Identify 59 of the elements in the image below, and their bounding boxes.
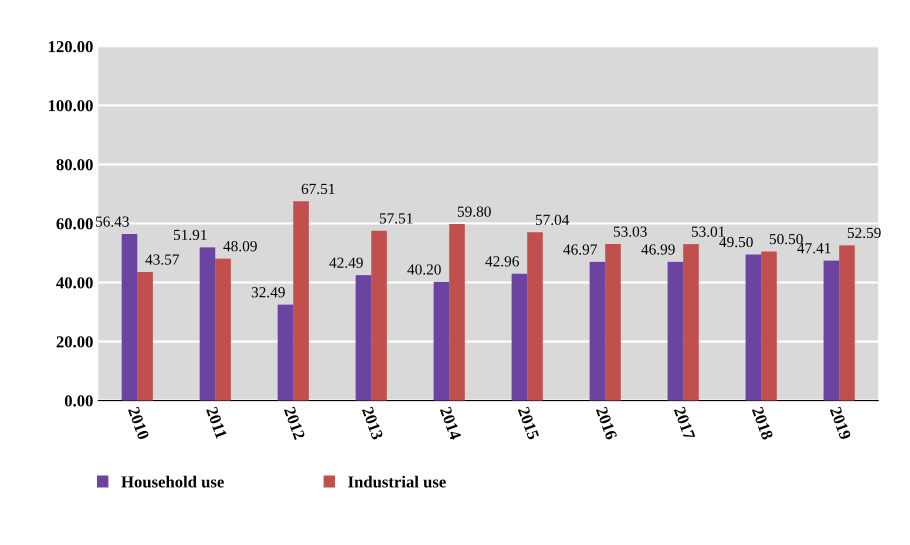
- bar: [293, 201, 309, 401]
- y-tick-label: 20.00: [56, 336, 93, 348]
- x-tick-label: 2011: [206, 406, 228, 440]
- bar: [839, 245, 855, 401]
- y-tick-label: 100.00: [48, 100, 93, 112]
- bar: [746, 254, 762, 401]
- bar: [122, 234, 138, 401]
- data-label: 43.57: [145, 254, 180, 265]
- x-tick-label: 2010: [128, 406, 150, 440]
- bar: [605, 244, 621, 401]
- bar: [278, 304, 294, 401]
- bar: [215, 258, 231, 401]
- data-label: 57.51: [380, 213, 412, 224]
- legend-label: Industrial use: [348, 476, 446, 488]
- data-label: 46.97: [563, 244, 597, 255]
- data-label: 51.91: [174, 230, 207, 240]
- x-tick-label: 2017: [674, 406, 696, 440]
- bar: [449, 224, 465, 401]
- data-label: 67.51: [302, 184, 335, 194]
- data-label: 57.04: [536, 214, 570, 225]
- bar: [761, 251, 777, 401]
- x-tick-label: 2019: [830, 406, 852, 440]
- bar: [371, 230, 387, 401]
- bar: [512, 274, 528, 401]
- x-tick-label: 2016: [596, 406, 618, 440]
- data-label: 49.50: [719, 236, 753, 248]
- x-tick-label: 2015: [518, 406, 540, 440]
- bar: [200, 247, 216, 401]
- data-label: 48.09: [223, 241, 257, 252]
- data-label: 42.49: [329, 258, 363, 268]
- legend-label: Household use: [121, 476, 224, 488]
- data-label: 52.59: [848, 228, 881, 238]
- y-tick-label: 40.00: [56, 277, 93, 289]
- data-label: 47.41: [797, 243, 830, 254]
- bar: [434, 282, 450, 401]
- bar: [668, 262, 684, 401]
- data-label: 46.99: [641, 244, 675, 255]
- x-tick-label: 2018: [752, 406, 774, 440]
- bar: [137, 272, 153, 401]
- data-label: 59.80: [458, 206, 491, 217]
- data-label: 50.50: [770, 234, 803, 244]
- x-tick-label: 2013: [362, 406, 384, 440]
- bar: [356, 275, 372, 401]
- data-label: 42.96: [485, 256, 519, 267]
- data-label: 53.03: [614, 226, 647, 237]
- y-tick-label: 120.00: [48, 41, 93, 52]
- data-label: 32.49: [252, 287, 285, 298]
- bar: [527, 232, 543, 401]
- y-tick-label: 60.00: [56, 218, 93, 230]
- data-label: 53.01: [692, 226, 724, 237]
- x-tick-label: 2014: [440, 406, 462, 440]
- y-tick-label: 0.00: [64, 395, 93, 407]
- y-tick-label: 80.00: [56, 159, 93, 170]
- bar: [824, 260, 840, 401]
- data-label: 40.20: [407, 264, 441, 275]
- bar: [590, 262, 606, 401]
- bar: [683, 244, 699, 401]
- x-tick-label: 2012: [284, 406, 306, 440]
- data-label: 56.43: [96, 216, 129, 227]
